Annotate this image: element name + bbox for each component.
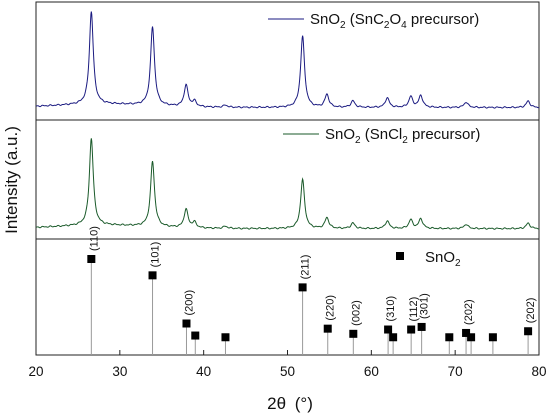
miller-index-label: (202) <box>463 299 475 325</box>
x-tick-label: 50 <box>280 364 295 379</box>
reference-marker <box>182 319 191 328</box>
reference-marker <box>384 325 393 334</box>
series-line <box>36 11 540 109</box>
reference-marker <box>407 325 416 334</box>
x-tick-label: 40 <box>196 364 211 379</box>
legend-text: SnO2 (SnC2O4 precursor) <box>310 11 479 31</box>
x-tick-label: 70 <box>448 364 463 379</box>
panel-reference: (110) (101) (200) (211) (220) (002) (310) (112)… <box>87 226 537 355</box>
x-tick-label: 60 <box>364 364 379 379</box>
miller-index-label: (310) <box>385 296 397 322</box>
miller-index-label: (202) <box>525 298 537 324</box>
legend-subscript: 4 <box>401 20 407 31</box>
series-line <box>35 138 540 230</box>
legend-subscript: 2 <box>455 258 461 269</box>
reference-marker <box>445 333 454 342</box>
legend-part: (SnCl <box>361 126 403 143</box>
x-axis-label-symbol: 2θ <box>267 394 286 413</box>
legend-part: SnO <box>425 249 455 266</box>
reference-marker <box>298 283 307 292</box>
miller-index-label: (110) <box>88 226 100 251</box>
x-tick-label: 80 <box>531 364 546 379</box>
reference-marker <box>87 255 96 263</box>
legend-text: SnO2 (SnCl2 precursor) <box>325 126 480 146</box>
reference-marker <box>349 329 358 338</box>
reference-marker <box>467 333 476 342</box>
reference-marker <box>524 327 533 336</box>
miller-index-label: (200) <box>183 290 195 316</box>
reference-marker <box>221 333 230 342</box>
reference-marker <box>417 322 426 331</box>
miller-index-label: (220) <box>325 295 337 321</box>
x-axis-ticks: 20 30 40 50 60 70 80 <box>28 350 547 379</box>
reference-marker <box>462 328 471 337</box>
legend-part: precursor) <box>408 126 481 143</box>
miller-index-label: (301) <box>419 293 431 319</box>
legend-subscript: 2 <box>402 135 408 146</box>
legend-part: SnO <box>310 11 340 28</box>
legend-subscript: 2 <box>355 135 361 146</box>
legend-part: precursor) <box>407 11 480 28</box>
legend-part: SnO <box>325 126 355 143</box>
miller-index-label: (211) <box>300 255 312 280</box>
legend-text: SnO2 <box>425 249 461 269</box>
miller-index-label: (101) <box>150 242 162 268</box>
x-axis-label-unit: (°) <box>295 394 313 413</box>
y-axis-label: Intensity (a.u.) <box>2 126 21 234</box>
legend-part: (SnC <box>346 11 385 28</box>
x-tick-label: 20 <box>28 364 43 379</box>
panel-sncl2: SnO2 (SnCl2 precursor) <box>35 126 540 230</box>
miller-index-label: (002) <box>350 300 362 326</box>
legend-part: O <box>389 11 401 28</box>
reference-marker <box>191 331 200 340</box>
miller-index-label: (112) <box>408 297 420 322</box>
reference-marker <box>323 324 332 333</box>
legend-marker <box>396 252 404 260</box>
x-axis-label: 2θ (°) <box>267 394 313 413</box>
reference-marker <box>148 271 157 280</box>
x-tick-label: 30 <box>112 364 127 379</box>
panel-snc2o4: SnO2 (SnC2O4 precursor) <box>36 11 540 109</box>
reference-marker <box>488 333 497 342</box>
legend-subscript: 2 <box>384 20 390 31</box>
legend-subscript: 2 <box>340 20 346 31</box>
reference-marker <box>389 333 398 342</box>
